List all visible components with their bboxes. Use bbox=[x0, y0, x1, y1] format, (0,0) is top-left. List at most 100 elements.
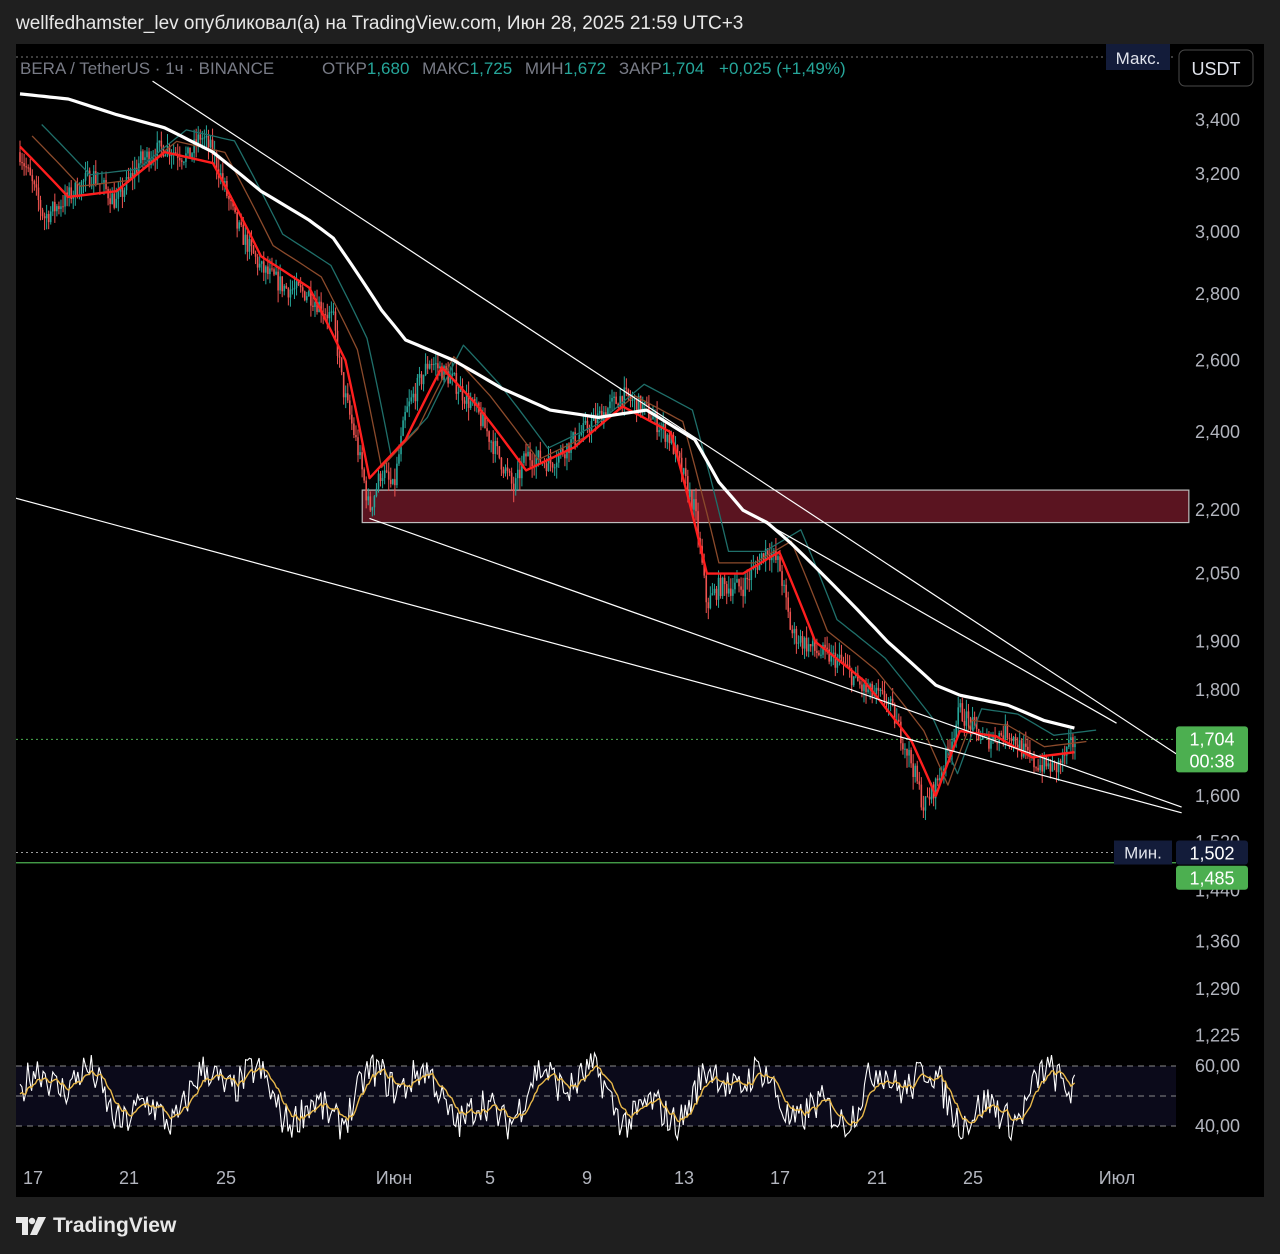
candle-body bbox=[834, 652, 837, 668]
candle-body bbox=[637, 395, 640, 414]
candle-body bbox=[418, 374, 421, 378]
candle-body bbox=[35, 184, 38, 188]
candle-body bbox=[41, 209, 44, 217]
candle-body bbox=[539, 450, 542, 463]
candle-body bbox=[547, 456, 550, 472]
candle-body bbox=[924, 796, 927, 811]
candle-body bbox=[975, 720, 978, 729]
candle-body bbox=[74, 182, 77, 196]
candle-body bbox=[643, 402, 646, 405]
candle-body bbox=[545, 463, 548, 472]
candle-body bbox=[668, 434, 671, 444]
candle-body bbox=[666, 434, 669, 442]
candle-body bbox=[742, 589, 744, 597]
candle-body bbox=[621, 396, 624, 406]
candle-body bbox=[904, 748, 906, 750]
candle-body bbox=[1057, 760, 1060, 773]
candle-body bbox=[580, 432, 583, 435]
x-tick-label: 9 bbox=[582, 1168, 592, 1188]
candle-body bbox=[193, 139, 195, 154]
y-tick-label: 2,800 bbox=[1195, 284, 1240, 304]
candle-body bbox=[551, 463, 554, 468]
candle-body bbox=[240, 222, 243, 225]
candle-body bbox=[244, 234, 247, 245]
candle-body bbox=[338, 355, 341, 358]
candle-body bbox=[129, 173, 132, 179]
candle-body bbox=[445, 366, 447, 372]
candle-body bbox=[586, 420, 589, 430]
candle-body bbox=[900, 721, 902, 744]
candle-body bbox=[920, 784, 923, 808]
candle-body bbox=[809, 644, 812, 647]
candle-body bbox=[103, 180, 105, 183]
candle-body bbox=[951, 741, 953, 753]
candle-body bbox=[623, 387, 626, 406]
candle-body bbox=[803, 637, 806, 649]
candle-body bbox=[795, 628, 798, 644]
candle-body bbox=[27, 167, 29, 169]
tradingview-logo[interactable]: TradingView bbox=[16, 1214, 176, 1238]
candle-body bbox=[949, 750, 951, 753]
candle-body bbox=[941, 771, 943, 778]
candle-body bbox=[164, 154, 167, 157]
candle-body bbox=[424, 363, 427, 376]
candle-body bbox=[457, 391, 460, 394]
candle-body bbox=[58, 206, 60, 209]
candle-body bbox=[422, 375, 425, 385]
candle-body bbox=[713, 588, 716, 594]
candle-body bbox=[955, 724, 957, 739]
candle-body bbox=[828, 649, 830, 662]
candle-body bbox=[953, 738, 955, 742]
candle-body bbox=[807, 644, 810, 652]
candle-body bbox=[555, 462, 558, 468]
candle-body bbox=[988, 733, 990, 749]
candle-body bbox=[883, 691, 886, 702]
candle-body bbox=[463, 400, 466, 404]
candle-body bbox=[60, 206, 62, 209]
candle-body bbox=[881, 689, 884, 692]
candle-body bbox=[283, 285, 286, 292]
candle-body bbox=[943, 768, 945, 772]
candle-body bbox=[178, 157, 181, 161]
candle-body bbox=[500, 457, 503, 470]
tradingview-logo-icon bbox=[16, 1217, 46, 1235]
candle-body bbox=[902, 743, 904, 750]
candle-body bbox=[297, 281, 300, 286]
candle-body bbox=[760, 553, 763, 560]
x-tick-label: 17 bbox=[23, 1168, 43, 1188]
candle-body bbox=[1027, 746, 1029, 751]
candle-body bbox=[818, 652, 820, 655]
candle-body bbox=[21, 161, 23, 164]
candle-body bbox=[777, 556, 779, 560]
candle-body bbox=[148, 151, 150, 165]
price-chart[interactable]: 3,400 3,200 3,000 2,800 2,600 2,400 2,200 2,050… bbox=[16, 44, 1264, 1197]
candle-body bbox=[959, 703, 962, 708]
candle-body bbox=[70, 187, 73, 199]
candle-body bbox=[23, 163, 25, 167]
candle-body bbox=[914, 765, 916, 777]
currency-button[interactable] bbox=[1178, 49, 1254, 87]
candle-body bbox=[1043, 756, 1046, 772]
candle-body bbox=[94, 171, 97, 184]
legend-high-label: МАКС bbox=[422, 59, 470, 78]
candle-body bbox=[529, 451, 531, 461]
candle-body bbox=[963, 721, 966, 726]
chart-frame[interactable]: 3,400 3,200 3,000 2,800 2,600 2,400 2,200 2,050… bbox=[16, 44, 1264, 1197]
candle-body bbox=[922, 807, 925, 811]
candle-body bbox=[170, 154, 173, 157]
candle-body bbox=[469, 401, 472, 408]
currency-button-label[interactable]: USDT bbox=[1192, 59, 1241, 79]
candle-body bbox=[367, 496, 370, 501]
candle-body bbox=[207, 135, 210, 148]
candle-body bbox=[791, 629, 794, 634]
candle-body bbox=[242, 224, 245, 245]
level-price-badge-text: 1,485 bbox=[1189, 869, 1234, 889]
candle-body bbox=[385, 470, 388, 472]
candle-body bbox=[756, 565, 759, 570]
candle-body bbox=[25, 166, 27, 168]
candle-body bbox=[711, 593, 714, 596]
trend-line-4 bbox=[742, 509, 1117, 724]
y-tick-label: 1,800 bbox=[1195, 680, 1240, 700]
candle-body bbox=[678, 452, 681, 458]
candle-body bbox=[1061, 752, 1064, 763]
